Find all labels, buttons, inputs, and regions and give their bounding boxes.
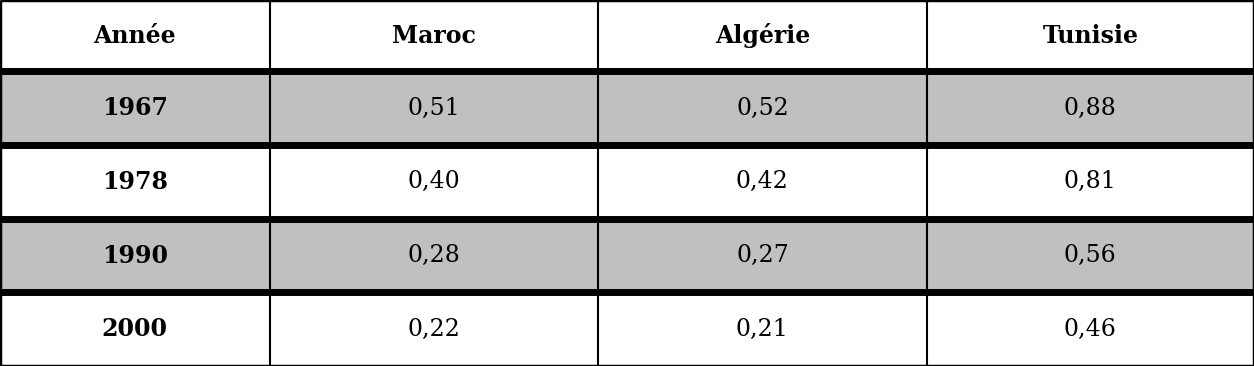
- Text: 0,28: 0,28: [408, 244, 460, 267]
- Text: 0,51: 0,51: [408, 97, 460, 120]
- Text: 0,46: 0,46: [1063, 318, 1117, 341]
- Text: 0,81: 0,81: [1063, 170, 1117, 193]
- Bar: [0, 292, 1254, 366]
- Text: 0,52: 0,52: [736, 97, 789, 120]
- Text: Tunisie: Tunisie: [1042, 24, 1139, 48]
- Bar: [0, 145, 1254, 219]
- Text: 0,88: 0,88: [1063, 97, 1117, 120]
- Text: 0,22: 0,22: [408, 318, 460, 341]
- Text: 1978: 1978: [102, 170, 168, 194]
- Text: Année: Année: [94, 24, 176, 48]
- Text: 1990: 1990: [102, 243, 168, 268]
- Text: 0,42: 0,42: [736, 170, 789, 193]
- Text: 1967: 1967: [102, 96, 168, 120]
- Bar: [0, 71, 1254, 145]
- Text: Maroc: Maroc: [393, 24, 475, 48]
- Text: 0,56: 0,56: [1063, 244, 1117, 267]
- Text: Algérie: Algérie: [715, 23, 810, 48]
- Bar: [0, 0, 1254, 71]
- Text: 0,40: 0,40: [408, 170, 460, 193]
- Text: 2000: 2000: [102, 317, 168, 341]
- Bar: [0, 219, 1254, 292]
- Text: 0,27: 0,27: [736, 244, 789, 267]
- Text: 0,21: 0,21: [736, 318, 789, 341]
